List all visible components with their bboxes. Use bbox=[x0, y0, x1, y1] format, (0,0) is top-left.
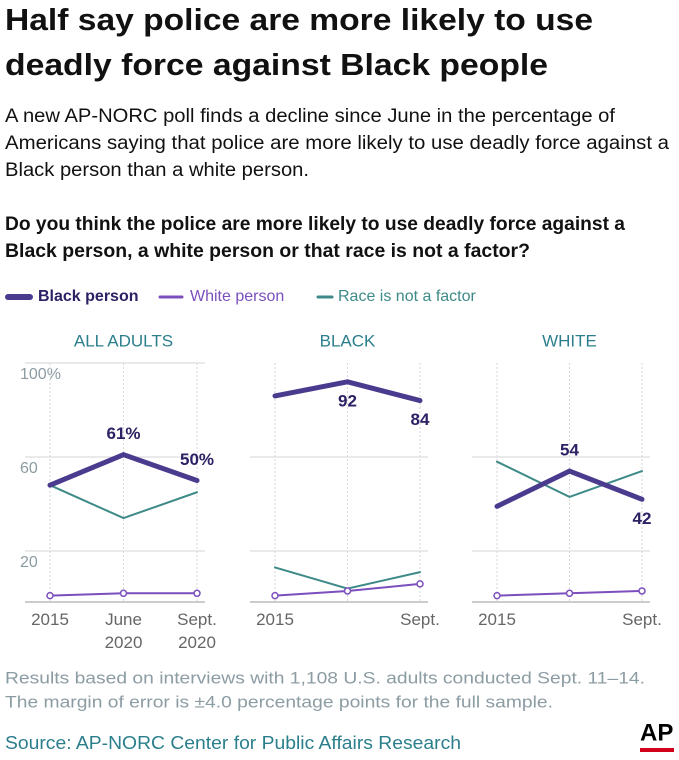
point bbox=[193, 589, 201, 598]
data-label: 42 bbox=[633, 509, 652, 528]
footnote: The margin of error is ±4.0 percentage p… bbox=[5, 692, 553, 711]
logo: AP bbox=[640, 719, 673, 746]
plots: ALL ADULTS 100% 60 20 2015 June 2020 Sept. 2020 6… bbox=[20, 331, 662, 652]
x-tick-label: 2015 bbox=[256, 610, 294, 629]
source: Source: AP-NORC Center for Public Affair… bbox=[5, 733, 461, 753]
data-label: 84 bbox=[411, 410, 430, 429]
x-tick-label: Sept. 2020 bbox=[177, 610, 217, 652]
y-tick-label: 60 bbox=[20, 460, 38, 477]
x-tick-label: Sept. bbox=[622, 610, 662, 629]
footnote: Results based on interviews with 1,108 U… bbox=[5, 668, 645, 687]
point bbox=[271, 591, 279, 600]
series-line bbox=[496, 460, 643, 499]
series-line bbox=[49, 484, 198, 520]
subtitle: A new AP-NORC poll finds a decline since… bbox=[5, 106, 616, 127]
series-line bbox=[272, 379, 423, 404]
y-tick-label: 100% bbox=[20, 366, 61, 383]
point bbox=[416, 580, 424, 588]
panel-title: WHITE bbox=[542, 331, 597, 350]
title: Half say police are more likely to use bbox=[5, 2, 593, 37]
panel-title: ALL ADULTS bbox=[74, 331, 173, 350]
series-line bbox=[47, 451, 200, 488]
data-label: 54 bbox=[560, 441, 579, 460]
series-line bbox=[494, 468, 645, 509]
point bbox=[565, 589, 574, 598]
point bbox=[638, 587, 646, 595]
question: Black person, a white person or that rac… bbox=[5, 241, 530, 262]
x-tick-label: June 2020 bbox=[105, 610, 143, 652]
point bbox=[493, 591, 501, 600]
data-label: 92 bbox=[338, 391, 357, 410]
legend-label: White person bbox=[190, 288, 284, 305]
point bbox=[343, 587, 352, 595]
question: Do you think the police are more likely … bbox=[5, 214, 625, 235]
point bbox=[119, 589, 128, 598]
subtitle: Black person than a white person. bbox=[5, 160, 309, 181]
legend: Black person White person Race is not a fa… bbox=[5, 288, 477, 305]
legend-label: Black person bbox=[38, 288, 138, 305]
subtitle: Americans saying that police are more li… bbox=[5, 133, 669, 154]
point bbox=[46, 591, 54, 600]
title: deadly force against Black people bbox=[5, 47, 548, 82]
data-label: 61% bbox=[106, 424, 140, 443]
y-tick-label: 20 bbox=[20, 554, 38, 571]
logo-bar bbox=[640, 748, 674, 752]
x-tick-label: 2015 bbox=[31, 610, 69, 629]
data-label: 50% bbox=[180, 450, 214, 469]
x-tick-label: Sept. bbox=[400, 610, 440, 629]
x-tick-label: 2015 bbox=[478, 610, 516, 629]
panel-title: BLACK bbox=[320, 331, 376, 350]
legend-label: Race is not a factor bbox=[338, 288, 477, 305]
